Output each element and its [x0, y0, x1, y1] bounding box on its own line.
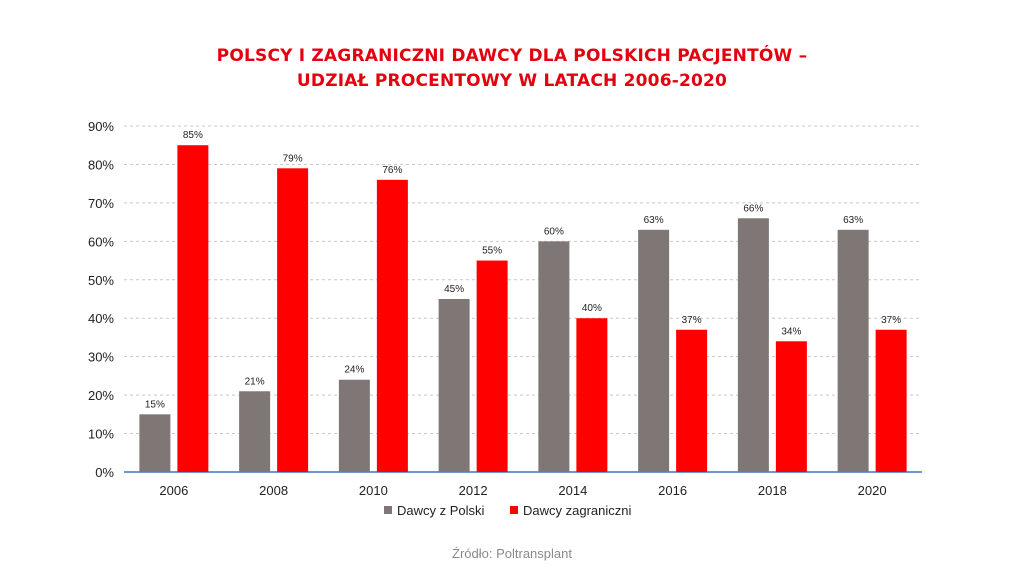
bar-2008-foreign — [277, 168, 309, 473]
y-tick-label: 0% — [95, 465, 114, 480]
legend-label: Dawcy z Polski — [397, 503, 485, 518]
x-tick-label: 2016 — [658, 483, 687, 498]
chart-title-line-1: POLSCY I ZAGRANICZNI DAWCY DLA POLSKICH … — [216, 46, 808, 66]
chart-title-line-2: UDZIAŁ PROCENTOWY W LATACH 2006-2020 — [296, 71, 728, 91]
chart-title: POLSCY I ZAGRANICZNI DAWCY DLA POLSKICH … — [0, 44, 1024, 94]
bar-2014-foreign — [576, 318, 608, 472]
data-label: 79% — [283, 153, 303, 164]
x-tick-label: 2008 — [259, 483, 288, 498]
data-label: 37% — [682, 315, 702, 326]
bar-2010-poland — [338, 379, 370, 472]
data-label: 34% — [781, 326, 801, 337]
bars — [139, 145, 907, 473]
bar-2006-poland — [139, 414, 171, 472]
y-tick-label: 60% — [88, 234, 114, 249]
y-tick-label: 30% — [88, 350, 114, 365]
x-tick-label: 2010 — [359, 483, 388, 498]
data-label: 45% — [444, 284, 464, 295]
y-tick-label: 40% — [88, 311, 114, 326]
data-label: 60% — [544, 226, 564, 237]
x-tick-label: 2018 — [758, 483, 787, 498]
x-axis: 2006 2008 2010 2012 2014 2016 2018 2020 — [159, 483, 886, 498]
y-tick-label: 70% — [88, 196, 114, 211]
x-tick-label: 2014 — [558, 483, 587, 498]
x-tick-label: 2012 — [459, 483, 488, 498]
legend-swatch — [384, 506, 392, 514]
y-tick-label: 50% — [88, 273, 114, 288]
y-tick-label: 10% — [88, 427, 114, 442]
legend-label: Dawcy zagraniczni — [523, 503, 631, 518]
data-label: 37% — [881, 315, 901, 326]
data-label: 21% — [245, 376, 265, 387]
bar-2016-poland — [638, 229, 670, 472]
bar-2006-foreign — [177, 145, 209, 472]
y-tick-label: 80% — [88, 157, 114, 172]
x-tick-label: 2020 — [858, 483, 887, 498]
x-tick-label: 2006 — [159, 483, 188, 498]
data-label: 15% — [145, 399, 165, 410]
data-labels: 15% 85% 21% 79% 24% 76% 45% 55% 60% 40% 63% 37% 66% 3… — [145, 130, 901, 410]
bar-2016-foreign — [676, 329, 708, 472]
bar-2020-foreign — [875, 329, 907, 472]
bar-2018-foreign — [775, 341, 807, 472]
y-tick-label: 90% — [88, 119, 114, 134]
data-label: 85% — [183, 130, 203, 141]
bar-2008-poland — [239, 391, 271, 472]
source-note: Źródło: Poltransplant — [452, 546, 572, 561]
data-label: 24% — [344, 365, 364, 376]
data-label: 63% — [644, 215, 664, 226]
data-label: 66% — [743, 203, 763, 214]
bar-2020-poland — [837, 229, 869, 472]
y-tick-label: 20% — [88, 388, 114, 403]
bar-2010-foreign — [376, 179, 408, 473]
legend-swatch — [510, 506, 518, 514]
bar-2012-poland — [438, 299, 470, 472]
data-label: 76% — [382, 165, 402, 176]
data-label: 55% — [482, 246, 502, 257]
bar-2018-poland — [737, 218, 769, 472]
bar-2012-foreign — [476, 260, 508, 472]
data-label: 63% — [843, 215, 863, 226]
legend: Dawcy z Polski Dawcy zagraniczni — [384, 503, 631, 518]
bar-2014-poland — [538, 241, 570, 472]
data-label: 40% — [582, 303, 602, 314]
